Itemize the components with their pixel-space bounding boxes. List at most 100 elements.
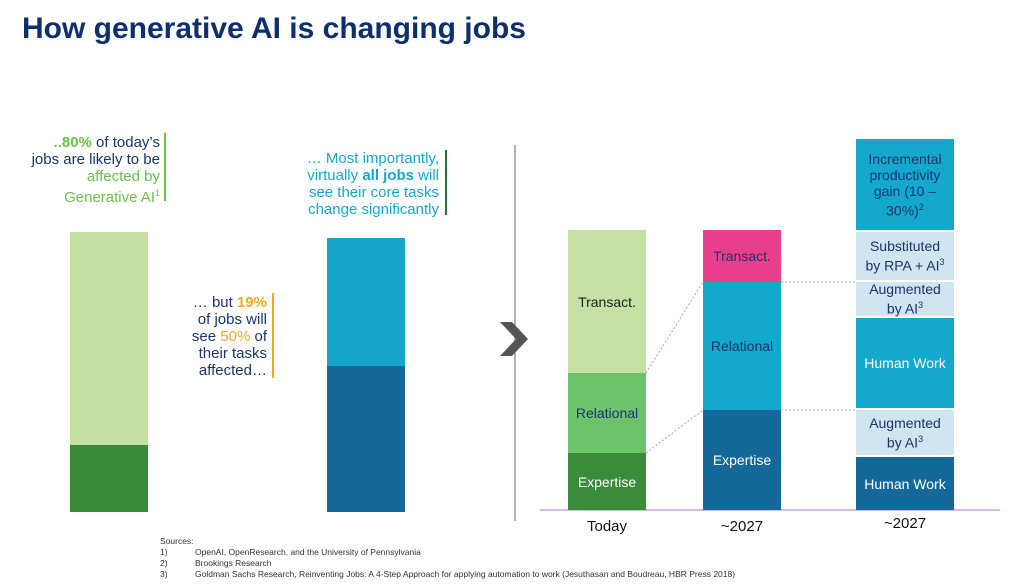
label-line: Transact. xyxy=(713,248,771,264)
label-line: Augmented xyxy=(869,415,941,431)
superscript: 3 xyxy=(939,257,945,268)
source-text: OpenAI, OpenResearch, and the University… xyxy=(195,547,421,557)
bar-segment xyxy=(327,238,405,366)
text: 50% xyxy=(220,328,251,345)
bar-segment xyxy=(70,445,148,512)
superscript: 3 xyxy=(918,300,924,311)
text: virtually xyxy=(307,167,363,184)
callout: ..80% of today’s jobs are likely to be a… xyxy=(32,134,160,206)
text: affected by xyxy=(86,168,160,185)
segment-label: Transact. xyxy=(568,230,646,373)
superscript: 2 xyxy=(918,201,924,212)
segment-label: Augmented by AI3 xyxy=(856,281,954,317)
label-line: Expertise xyxy=(578,474,636,490)
text: all jobs xyxy=(362,167,414,184)
line: see 50% of xyxy=(192,328,267,345)
label-line: Expertise xyxy=(713,452,771,468)
segment-label: Transact. xyxy=(703,230,781,282)
text: change significantly xyxy=(308,201,439,218)
text: Expertise xyxy=(577,473,637,490)
text: 19% xyxy=(236,294,267,311)
bar-segment xyxy=(568,230,646,373)
segment-label: Human Work xyxy=(856,457,954,510)
connector xyxy=(645,409,704,454)
text: Incremental xyxy=(868,150,942,167)
text: productivity xyxy=(869,166,941,183)
label-line: Relational xyxy=(576,405,638,421)
column-label: ~2027 xyxy=(720,518,764,535)
text: Transact. xyxy=(713,248,771,264)
label-line: Substituted xyxy=(870,238,940,254)
text: gain (10 – xyxy=(873,182,937,199)
bar-segment xyxy=(568,453,646,510)
text: Relational xyxy=(710,338,774,354)
label-line: by AI3 xyxy=(887,431,923,451)
text: Human Work xyxy=(864,355,946,371)
text: Generative AI xyxy=(64,189,155,206)
source-number: 3) xyxy=(160,569,168,579)
text: see xyxy=(191,328,221,345)
text: of jobs will xyxy=(197,311,267,328)
bar-segment xyxy=(327,366,405,512)
bar-segment xyxy=(856,232,954,280)
text: of xyxy=(250,328,267,345)
segment-label: Substituted by RPA + AI3 xyxy=(856,232,954,280)
bar-segment xyxy=(856,457,954,510)
source-text: Brookings Research xyxy=(195,558,272,568)
connector xyxy=(645,281,704,374)
callout: … Most importantly, virtually all jobs w… xyxy=(307,150,439,218)
text: by AI xyxy=(886,434,919,451)
superscript: 3 xyxy=(918,433,924,444)
label-line: gain (10 – xyxy=(874,183,936,199)
bar-segment xyxy=(70,232,148,445)
text: affected… xyxy=(198,362,267,379)
text: … but xyxy=(192,294,237,311)
text: will xyxy=(414,167,439,184)
text: Expertise xyxy=(712,452,772,468)
text: … Most importantly, xyxy=(306,150,439,167)
label-line: productivity xyxy=(870,167,941,183)
segment-label: Human Work xyxy=(856,318,954,408)
column-label: Today xyxy=(586,518,628,535)
segment-label: Relational xyxy=(568,373,646,453)
text: Relational xyxy=(575,405,639,421)
source-text: Goldman Sachs Research, Reinventing Jobs… xyxy=(195,569,736,579)
text: jobs are likely to be xyxy=(31,151,160,168)
label-line: Relational xyxy=(711,338,773,354)
chevron xyxy=(500,322,528,356)
text: by RPA + AI xyxy=(865,257,940,274)
bar-segment xyxy=(856,410,954,455)
column-label: ~2027 xyxy=(883,515,927,532)
callout: … but 19% of jobs will see 50% of their … xyxy=(192,294,267,379)
bar-segment xyxy=(703,282,781,410)
text: Transact. xyxy=(578,293,636,310)
text: Human Work xyxy=(864,475,946,492)
segment-label: Expertise xyxy=(703,410,781,510)
label-line: 30%)2 xyxy=(886,199,924,219)
line: ..80% of today’s xyxy=(32,134,160,151)
label-line: Human Work xyxy=(864,355,945,371)
label-line: Human Work xyxy=(864,476,945,492)
source-number: 2) xyxy=(160,558,168,568)
source-number: 1) xyxy=(160,547,168,557)
text: Augmented xyxy=(869,414,941,431)
text: of today’s xyxy=(91,134,160,151)
segment-label: Augmented by AI3 xyxy=(856,410,954,455)
bar-segment xyxy=(856,139,954,230)
bar-segment xyxy=(568,373,646,453)
text: 30%) xyxy=(886,202,919,219)
bar-segment xyxy=(856,318,954,408)
segment-label: Expertise xyxy=(568,453,646,510)
segment-label: Relational xyxy=(703,282,781,410)
text: their tasks xyxy=(198,345,267,362)
text: by AI xyxy=(886,300,919,317)
line: virtually all jobs will xyxy=(307,167,439,184)
text: Augmented xyxy=(869,281,941,298)
label-line: Transact. xyxy=(578,294,636,310)
label-line: Incremental xyxy=(868,151,941,167)
segment-label: Incremental productivity gain (10 –30%)2 xyxy=(856,139,954,230)
bar-segment xyxy=(856,282,954,316)
text: ..80% xyxy=(53,134,92,151)
